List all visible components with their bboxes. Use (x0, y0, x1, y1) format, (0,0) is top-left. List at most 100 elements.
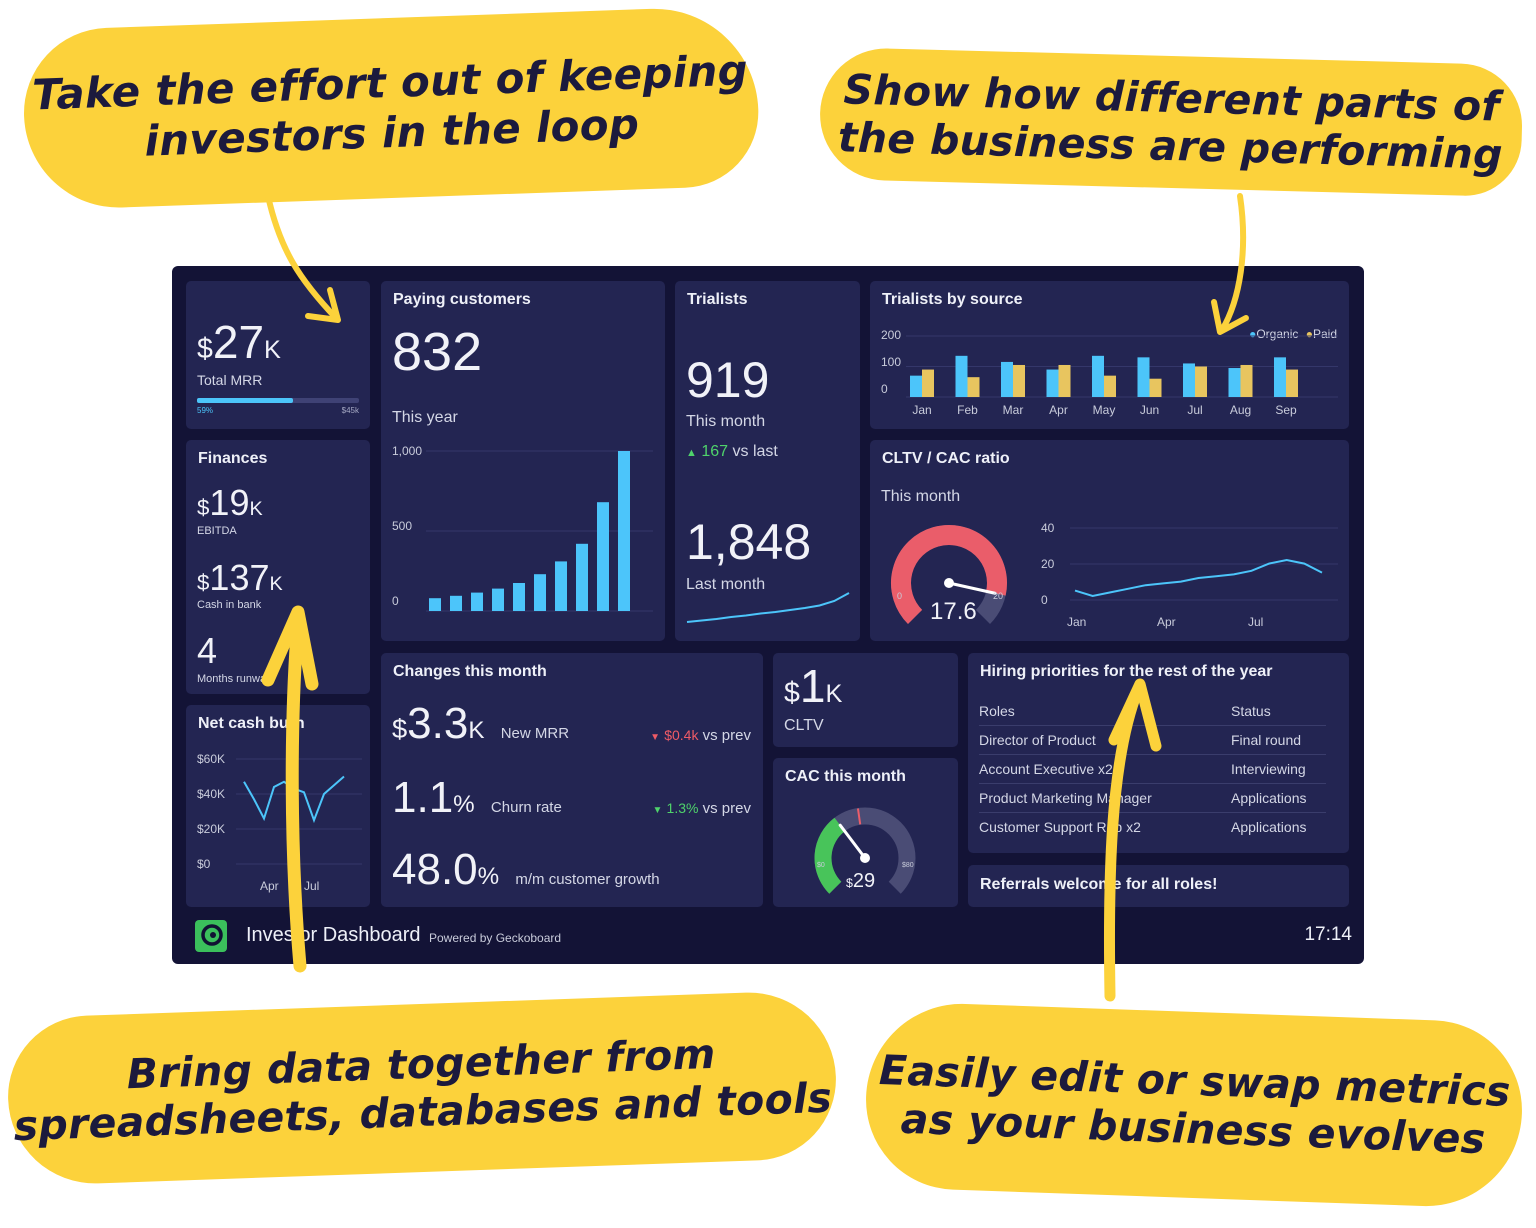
widget-title: Hiring priorities for the rest of the ye… (980, 663, 1273, 680)
gauge-target-marker (856, 808, 862, 825)
trialists-sparkline (686, 592, 850, 623)
widget-total-mrr[interactable]: $27K Total MRR 59% $45k (186, 281, 370, 429)
callout-performance: Show how different parts of the business… (818, 46, 1524, 198)
delta-label: vs last (732, 443, 778, 460)
widget-title: Finances (198, 450, 268, 467)
table-cell-role: Customer Support Rep x2 (979, 819, 1141, 835)
trialists-value: 919 (686, 352, 770, 408)
widget-paying-customers[interactable]: Paying customers 832 This year 1,000 500… (381, 281, 665, 641)
table-cell-role: Product Marketing Manager (979, 790, 1152, 806)
cltv-value: $1K (784, 659, 842, 713)
mrr-progress-track (197, 398, 359, 403)
mrr-progress-fill (197, 398, 293, 403)
new-mrr-label: New MRR (500, 725, 570, 742)
bar-paid (922, 369, 934, 397)
geckoboard-logo-icon (195, 920, 227, 952)
line-series (1074, 558, 1323, 598)
widget-finances[interactable]: Finances $19K EBITDA $137K Cash in bank … (186, 440, 370, 694)
bar (513, 583, 525, 611)
x-tick-label: Jul (1248, 615, 1264, 629)
value-suffix: K (249, 498, 263, 520)
widget-title: Paying customers (393, 291, 531, 308)
line-series (243, 775, 345, 824)
bar (450, 595, 462, 611)
organic-dot-icon: ● (1249, 327, 1257, 341)
widget-trialists[interactable]: Trialists 919 This month ▲ 167 vs last 1… (675, 281, 860, 641)
bar-organic (1183, 363, 1195, 397)
table-cell-role: Director of Product (979, 732, 1096, 748)
table-cell-status: Interviewing (1231, 761, 1306, 777)
gauge-min-label: 0 (897, 591, 903, 601)
widget-referrals[interactable]: Referrals welcome for all roles! (968, 865, 1349, 907)
gauge-max-label: $80 (902, 862, 914, 869)
widget-trialists-by-source[interactable]: Trialists by source ●Organic ●Paid 200 1… (870, 281, 1349, 429)
gauge-fill (891, 525, 1007, 624)
value-number: 27 (212, 316, 265, 368)
down-arrow-icon: ▼ (652, 805, 663, 816)
x-tick-label: Apr (260, 879, 279, 893)
x-tick-label: Jul (304, 879, 320, 893)
legend-label: Organic (1256, 327, 1299, 341)
value-number: 19 (209, 482, 250, 523)
callout-edit-metrics: Easily edit or swap metrics as your busi… (862, 1000, 1526, 1210)
bar-paid (1149, 378, 1162, 397)
gauge-needle (838, 823, 867, 860)
x-tick-label: Apr (1157, 615, 1176, 629)
value-number: 1 (799, 660, 826, 712)
widget-hiring-priorities[interactable]: Hiring priorities for the rest of the ye… (968, 653, 1349, 853)
bar-organic (1137, 357, 1150, 397)
trialists-prev-value: 1,848 (686, 514, 812, 570)
widget-net-cash-burn[interactable]: Net cash burn $60K $40K $20K $0 Apr Jul (186, 705, 370, 907)
widget-title: Net cash burn (198, 715, 305, 732)
dashboard-title: Investor Dashboard (246, 924, 421, 946)
value-suffix: % (477, 863, 500, 890)
widget-title: Trialists by source (882, 291, 1023, 308)
gauge-needle (947, 581, 997, 595)
y-tick-label: $40K (197, 787, 226, 801)
widget-cac-this-month[interactable]: CAC this month $0 $80 $29 (773, 758, 958, 907)
bar-organic (955, 355, 968, 397)
bar (555, 561, 567, 611)
bar (597, 502, 609, 611)
bar-paid (1013, 364, 1025, 397)
delta-value: $0.4k (664, 727, 699, 743)
bar (492, 588, 504, 611)
cash-label: Cash in bank (197, 599, 262, 611)
x-tick-label: Jul (1187, 403, 1202, 417)
bar-organic (1228, 368, 1241, 397)
delta-label: vs prev (702, 800, 751, 817)
x-tick-label: Jan (912, 403, 931, 417)
divider (979, 725, 1326, 726)
growth-label: m/m customer growth (515, 871, 660, 888)
cltv-cac-label: This month (881, 488, 961, 505)
y-tick-label: $20K (197, 822, 226, 836)
bar-paid (1058, 364, 1071, 397)
powered-by-label: Powered by Geckoboard (429, 931, 562, 945)
widget-cltv[interactable]: $1K CLTV (773, 653, 958, 747)
trialists-prev-label: Last month (686, 576, 766, 593)
widget-cltv-cac-ratio[interactable]: CLTV / CAC ratio This month 0 20 17.6 40… (870, 440, 1349, 641)
y-tick-label: 0 (392, 594, 399, 608)
widget-title: Trialists (687, 291, 748, 308)
y-tick-label: 100 (881, 355, 902, 369)
y-tick-label: 20 (1041, 557, 1055, 571)
bar (576, 543, 588, 611)
paying-customers-value: 832 (392, 322, 483, 382)
widget-changes-this-month[interactable]: Changes this month $3.3K New MRR ▼ $0.4k… (381, 653, 763, 907)
x-tick-label: Sep (1275, 403, 1297, 417)
sparkline-series (686, 592, 850, 623)
mrr-value: $27K (197, 315, 281, 369)
column-header-status: Status (1231, 703, 1271, 719)
currency-symbol: $ (392, 713, 408, 744)
cac-value: $29 (846, 870, 875, 893)
value-suffix: K (825, 680, 843, 708)
y-tick-label: $60K (197, 752, 226, 766)
y-tick-label: 40 (1041, 521, 1055, 535)
mrr-label: Total MRR (197, 372, 263, 388)
value-number: 29 (852, 870, 876, 892)
delta-value: 167 (701, 443, 729, 460)
currency-symbol: $ (197, 570, 210, 595)
bar-paid (967, 377, 980, 397)
bar-organic (910, 375, 922, 397)
trialists-by-source-chart: Jan Feb Mar Apr May Jun Jul Aug Sep (906, 335, 1338, 417)
